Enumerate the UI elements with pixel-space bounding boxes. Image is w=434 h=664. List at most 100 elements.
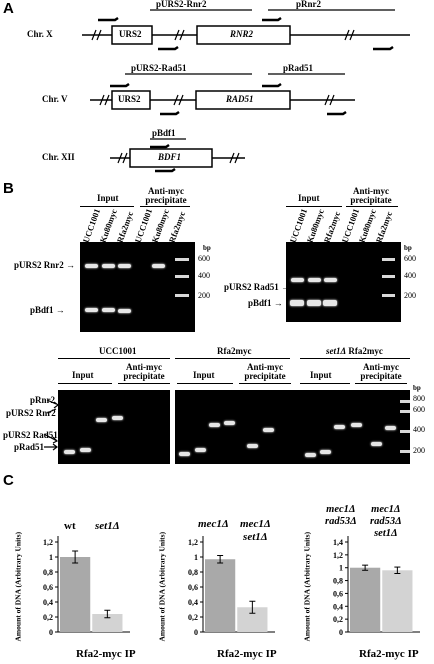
gel1-image [80, 242, 195, 332]
gel2-band-label-pURS2-Rad51: pURS2 Rad51 → [224, 282, 291, 292]
chart3-tick-label: 1,4 [333, 538, 343, 547]
chart1-tick-label: 0,2 [43, 613, 53, 622]
gel1-bp-label: bp [203, 244, 211, 252]
gel3-image-left [58, 390, 170, 464]
chart3-tick-label: 0,8 [333, 577, 343, 586]
chart3-xlabel: Rfa2-myc IP [359, 648, 419, 660]
gel1-band-label-pURS2-Rnr2: pURS2 Rnr2 → [14, 260, 76, 270]
chart3-label-mec1-rad53-set1: mec1Δ rad53Δ set1Δ [370, 504, 402, 539]
chart2-tick-label: 0,8 [188, 568, 198, 577]
gel2-band-label-pBdf1: pBdf1 → [248, 298, 283, 308]
chart2-bar-1 [205, 559, 236, 632]
panel-b-letter: B [3, 180, 14, 197]
rnr2-box-label: RNR2 [230, 29, 254, 39]
chart1-label-wt: wt [64, 520, 76, 532]
gel2-ip-label: Anti-myc precipitate [350, 186, 392, 205]
urs2-box-label-v: URS2 [118, 94, 141, 104]
gel3-ip-3: Anti-myc precipitate [360, 362, 402, 381]
gel3-mark-400: 400 [413, 425, 425, 434]
gel2-mark-200: 200 [404, 291, 416, 300]
gel3-ip-rule-2 [239, 383, 291, 384]
gel3-input-rule-3 [300, 383, 350, 384]
rad51-box-label: RAD51 [226, 94, 254, 104]
gel3-strain-rule-2 [175, 358, 290, 359]
chart1-tick-label: 0,6 [43, 583, 53, 592]
gel3-strain-rule-1 [58, 358, 170, 359]
gel3-input-2: Input [193, 370, 215, 380]
chart1-tick-label: 0 [49, 628, 53, 637]
gel3-strain-rule-3 [300, 358, 410, 359]
chart3-tick-label: 0,6 [333, 589, 343, 598]
chart2-tick-label: 1,2 [188, 538, 198, 547]
pRad51-label: pRad51 [283, 63, 314, 73]
gel3-mark-200: 200 [413, 446, 425, 455]
gel2-ip-rule [346, 206, 398, 207]
chart2-tick-label: 0,2 [188, 613, 198, 622]
gel3-input-rule-2 [177, 383, 233, 384]
chart1-xlabel: Rfa2-myc IP [76, 648, 136, 660]
chart2-tick-label: 0,4 [188, 598, 198, 607]
gel3-bp-label: bp [413, 384, 421, 392]
bdf1-box-label: BDF1 [158, 152, 182, 162]
gel2-mark-600: 600 [404, 254, 416, 263]
gel3-ip-rule-3 [355, 383, 407, 384]
pBdf1-label: pBdf1 [152, 128, 176, 138]
gel2-input-rule [286, 206, 342, 207]
chart2-tick-label: 0 [194, 628, 198, 637]
chr-xii-label: Chr. XII [42, 152, 75, 162]
gel3-mark-600: 600 [413, 405, 425, 414]
gel3-ip-2: Anti-myc precipitate [244, 362, 286, 381]
chart3-tick-label: 0,4 [333, 602, 343, 611]
chart1-bar-2 [92, 614, 123, 632]
gel3-mark-800: 800 [413, 394, 425, 403]
chart2-xlabel: Rfa2-myc IP [217, 648, 277, 660]
panel-c-letter: C [3, 472, 14, 489]
chart1-tick-label: 1,2 [43, 538, 53, 547]
gel2-input-label: Input [298, 193, 320, 203]
gel1-input-rule [80, 206, 134, 207]
gel3-label-pRad51: pRad51 [14, 442, 45, 452]
gel1-mark-400: 400 [198, 271, 210, 280]
gel3-label-pRnr2: pRnr2 [30, 395, 56, 405]
chart3-bar-1 [350, 567, 381, 632]
gel3-label-arrows [43, 399, 59, 451]
chart1-tick-label: 1 [49, 553, 53, 562]
gel3-ip-1: Anti-myc precipitate [123, 362, 165, 381]
gel3-strain-2: Rfa2myc [217, 346, 252, 356]
gel3-input-3: Input [310, 370, 332, 380]
gel1-ip-rule [140, 206, 190, 207]
gel1-band-label-pBdf1: pBdf1 → [30, 305, 65, 315]
gel2-mark-400: 400 [404, 271, 416, 280]
gel1-mark-200: 200 [198, 291, 210, 300]
chart3-label-mec1-rad53: mec1Δ rad53Δ [325, 504, 357, 527]
chart3-tick-label: 1,2 [333, 551, 343, 560]
chart1-label-set1: set1Δ [95, 520, 120, 532]
chr-v-label: Chr. V [42, 94, 68, 104]
gel3-input-rule-1 [58, 383, 112, 384]
chart3-tick-label: 0 [339, 628, 343, 637]
pRnr2-label: pRnr2 [296, 0, 322, 9]
chart2-tick-label: 0,6 [188, 583, 198, 592]
gel2-image [286, 242, 401, 322]
gel3-label-pURS2-Rad51: pURS2 Rad51 [3, 430, 58, 440]
chart2-tick-label: 1 [194, 553, 198, 562]
panel-a-diagram [82, 9, 410, 173]
gel3-label-pURS2-Rnr2: pURS2 Rnr2 [6, 408, 56, 418]
chart3-bar-2 [382, 570, 413, 632]
chr-x-label: Chr. X [27, 29, 53, 39]
gel1-mark-600: 600 [198, 254, 210, 263]
panel-a-letter: A [3, 0, 14, 17]
chart3-tick-label: 1 [339, 564, 343, 573]
pURS2-Rnr2-label: pURS2-Rnr2 [156, 0, 207, 9]
pURS2-Rad51-label: pURS2-Rad51 [131, 63, 187, 73]
urs2-box-label-x: URS2 [119, 29, 142, 39]
gel3-strain-3: set1Δ Rfa2myc [326, 346, 383, 356]
chart3-tick-label: 0,2 [333, 615, 343, 624]
chart1-tick-label: 0,4 [43, 598, 53, 607]
gel3-image-right [175, 390, 410, 464]
gel3-strain-1: UCC1001 [99, 346, 137, 356]
gel3-ip-rule-1 [118, 383, 170, 384]
chart1-bar-1 [60, 557, 91, 632]
gel1-input-label: Input [97, 193, 119, 203]
